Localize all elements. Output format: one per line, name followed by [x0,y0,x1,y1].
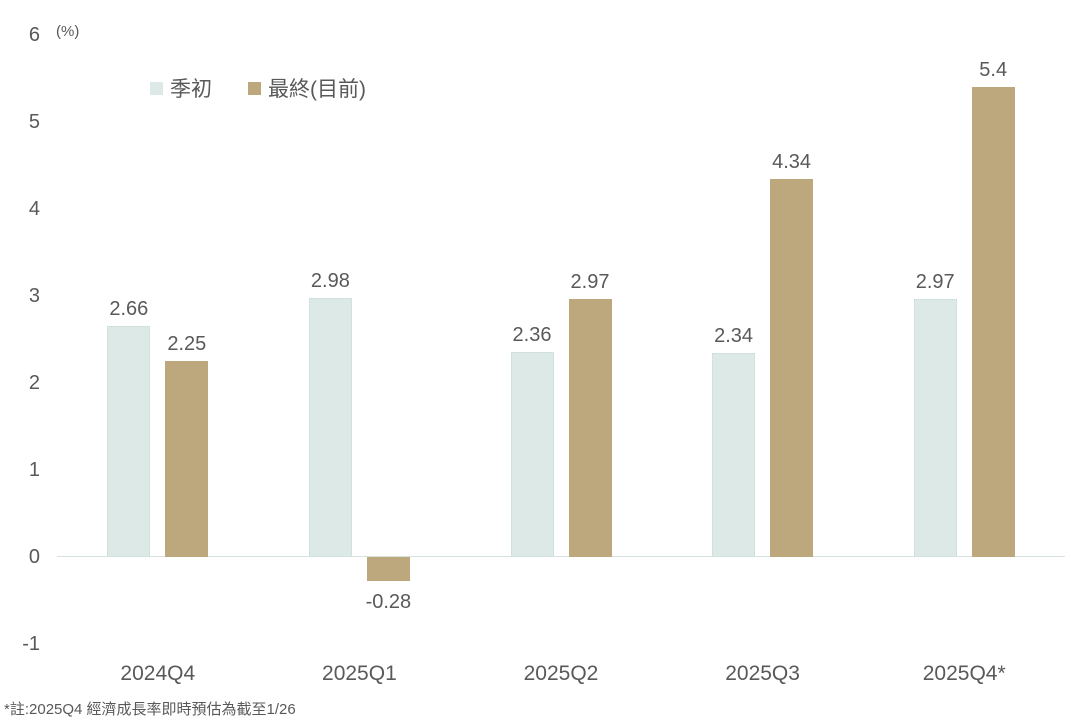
y-tick-4: 4 [28,198,40,220]
y-tick-1: 1 [28,459,40,481]
legend-swatch-initial [150,81,163,95]
bar-label-final-2025Q4: 5.4 [979,59,1008,82]
bar-final-2025Q4 [971,87,1015,557]
bar-label-final-2024Q4: 2.25 [167,333,207,356]
chart-footnote: *註:2025Q4 經濟成長率即時預估為截至1/26 [4,701,296,718]
bar-final-2024Q4 [165,361,209,557]
legend-label-initial: 季初 [170,78,212,101]
y-tick-0: 0 [28,546,40,568]
x-axis-zero-line [57,556,1065,557]
x-label-2025Q4: 2025Q4* [922,662,1006,685]
bar-label-initial-2025Q3: 2.34 [714,325,754,348]
y-tick-2: 2 [28,372,40,394]
bar-label-initial-2025Q1: 2.98 [310,269,350,292]
y-tick-5: 5 [28,111,40,133]
y-axis-unit-label: (%) [56,23,80,40]
bar-final-2025Q3 [770,179,814,557]
bar-initial-2025Q4 [913,298,957,557]
legend-item-initial: 季初 [150,73,212,103]
bar-label-initial-2025Q2: 2.36 [512,323,552,346]
bar-label-final-2025Q1: -0.28 [365,591,412,614]
bar-label-final-2025Q3: 4.34 [772,151,812,174]
bar-final-2025Q2 [568,298,612,557]
x-label-2025Q1: 2025Q1 [322,662,397,685]
x-label-2025Q3: 2025Q3 [725,662,800,685]
legend-label-final: 最終(目前) [268,78,366,101]
x-label-2025Q2: 2025Q2 [523,662,599,685]
bar-label-initial-2025Q4: 2.97 [915,270,955,293]
y-tick-6: 6 [28,24,40,46]
bar-initial-2025Q2 [510,351,554,557]
legend-swatch-final [248,81,261,95]
chart-legend: 季初 最終(目前) [150,73,366,103]
bar-label-final-2025Q2: 2.97 [570,270,610,293]
bar-final-2025Q1 [366,557,410,582]
y-tick--1: -1 [22,633,40,655]
legend-item-final: 最終(目前) [248,73,366,103]
bar-initial-2025Q1 [308,297,352,557]
bar-initial-2025Q3 [712,353,756,557]
bar-label-initial-2024Q4: 2.66 [109,297,149,320]
y-tick-3: 3 [28,285,40,307]
bar-initial-2024Q4 [107,325,151,557]
x-label-2024Q4: 2024Q4 [120,662,196,685]
